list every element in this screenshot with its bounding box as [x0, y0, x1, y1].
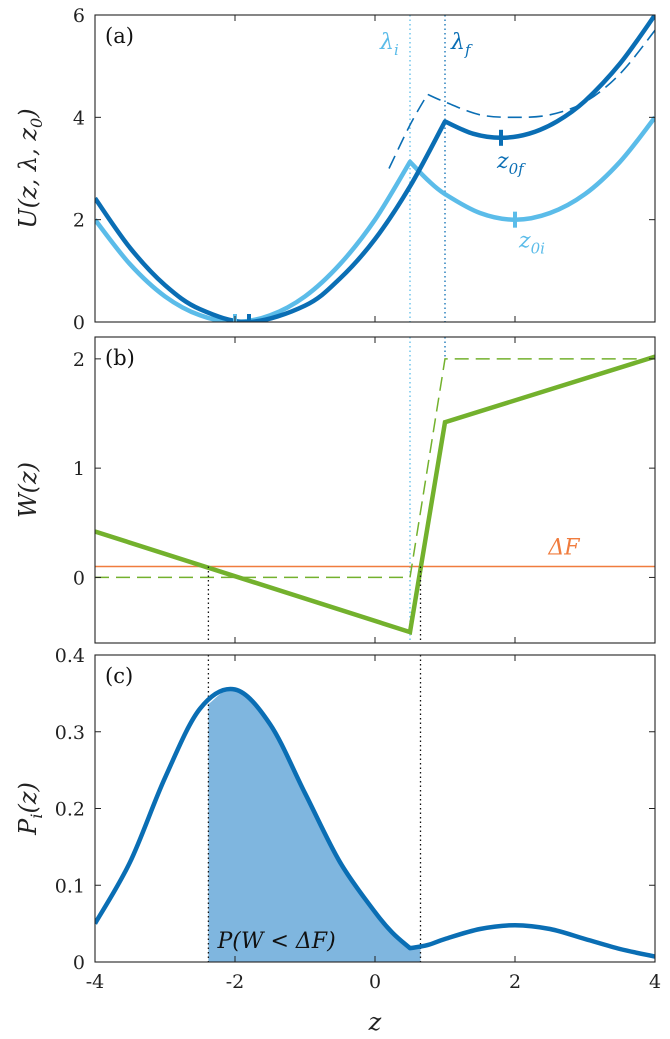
panel-label: (c) — [105, 664, 133, 688]
z0f-label: z0f — [496, 149, 526, 178]
y-tick-label: 4 — [73, 107, 85, 129]
y-tick-label: 6 — [73, 5, 85, 27]
x-axis-label: z — [368, 1008, 382, 1036]
lambda-i-label: λi — [379, 30, 399, 59]
y-axis-label: Pi(z) — [14, 782, 46, 836]
panel-3: -4 -2 0 2 4 0 0.1 0.2 0.3 0.4 (c) P(W < ΔF) Pi(z) z — [14, 645, 661, 1036]
x-tick-label: 4 — [649, 971, 661, 993]
shaded-area — [208, 689, 421, 962]
y-axis-label: U(z, λ, z0) — [14, 108, 46, 228]
series-line-initial — [95, 115, 655, 322]
x-tick-label: 2 — [509, 971, 521, 993]
series-line-distribution — [95, 686, 655, 959]
delta-f-label: ΔF — [547, 536, 580, 561]
y-tick-label: 0.3 — [55, 722, 85, 744]
z0i-label: z0i — [518, 229, 545, 258]
x-tick-label: 0 — [369, 971, 381, 993]
series-line-work — [95, 354, 655, 636]
panel-1: 0 2 4 6 (a) λi λf z0f z0i U(z, λ, z0) — [14, 5, 656, 334]
y-tick-label: 0.2 — [55, 799, 85, 821]
y-tick-label: 2 — [73, 349, 85, 371]
panel-frame — [94, 336, 656, 644]
y-tick-label: 0 — [73, 567, 85, 589]
panel-label: (a) — [105, 24, 134, 48]
y-tick-label: 2 — [73, 210, 85, 232]
x-tick-label: -4 — [86, 971, 105, 993]
panel-frame — [94, 14, 656, 323]
y-tick-label: 0.1 — [55, 875, 85, 897]
x-tick-label: -2 — [226, 971, 245, 993]
shade-label: P(W < ΔF) — [217, 929, 336, 954]
panel-frame — [94, 654, 656, 963]
series-line-step — [95, 358, 655, 579]
series-line-final — [95, 15, 655, 322]
y-tick-label: 0 — [73, 312, 85, 334]
lambda-f-label: λf — [450, 30, 473, 59]
series-line-dashed — [388, 29, 655, 169]
panel-2: 0 1 2 (b) ΔF W(z) — [14, 336, 656, 644]
plot-area — [95, 337, 655, 643]
y-tick-label: 1 — [73, 458, 85, 480]
plot-area — [95, 15, 655, 322]
y-tick-label: 0 — [73, 952, 85, 974]
y-axis-label: W(z) — [14, 462, 42, 518]
panel-label: (b) — [105, 346, 135, 370]
plot-area — [95, 655, 655, 962]
y-tick-label: 0.4 — [55, 645, 85, 667]
